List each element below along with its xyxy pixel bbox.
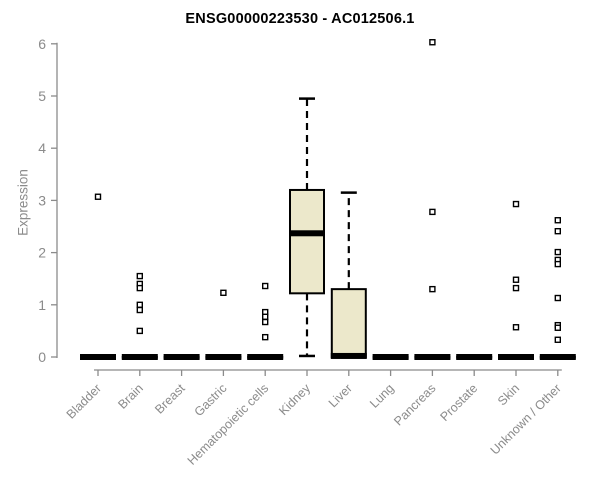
y-tick-label: 0 (38, 349, 46, 365)
box-skin (498, 200, 534, 360)
median-line (456, 354, 493, 360)
outlier-point (512, 284, 520, 292)
chart-title: ENSG00000223530 - AC012506.1 (185, 11, 415, 27)
outlier-point (554, 217, 561, 224)
outlier-point (136, 327, 144, 335)
y-tick-label: 6 (38, 36, 46, 52)
outlier-point (136, 272, 144, 280)
x-tick-label: Breast (152, 381, 188, 417)
outlier-point (512, 276, 520, 283)
box-gastric (205, 289, 242, 360)
outlier-point (94, 193, 102, 200)
box-unknown-other (539, 217, 576, 360)
median-line (121, 354, 158, 360)
y-tick-label: 2 (38, 245, 46, 261)
box-lung (372, 354, 409, 360)
outlier-point (220, 289, 227, 296)
x-tick-label: Kidney (276, 381, 313, 418)
box-prostate (456, 354, 493, 360)
outlier-point (136, 284, 144, 292)
box-pancreas (414, 39, 451, 360)
median-line (247, 354, 284, 360)
median-line (539, 354, 576, 360)
outlier-point (429, 39, 436, 46)
box-breast (163, 354, 200, 360)
outlier-point (136, 306, 144, 314)
iqr-box (289, 188, 325, 295)
x-tick-label: Liver (326, 381, 355, 410)
outlier-point (429, 208, 436, 216)
outlier-point (262, 318, 269, 326)
outlier-point (429, 285, 436, 293)
y-axis: 0 1 2 3 4 5 6 (38, 36, 58, 365)
median-line (205, 354, 242, 360)
box-kidney (289, 97, 325, 358)
median-line (289, 230, 325, 237)
box-hematopoietic-cells (247, 282, 284, 360)
outlier-point (554, 324, 561, 331)
outlier-point (136, 301, 144, 308)
outlier-point (554, 260, 561, 268)
y-tick-label: 3 (38, 192, 46, 208)
box-bladder (80, 193, 116, 360)
outlier-point (262, 313, 269, 321)
median-line (80, 354, 116, 360)
x-tick-label: Hematopoietic cells (185, 381, 272, 468)
outlier-point (512, 324, 520, 331)
outlier-point (554, 294, 561, 302)
median-line (330, 352, 367, 359)
box-brain (121, 272, 158, 360)
x-tick-label: Bladder (64, 381, 104, 421)
x-tick-label: Prostate (437, 381, 480, 424)
x-tick-label: Gastric (192, 381, 230, 419)
iqr-box (330, 288, 367, 359)
x-tick-label: Lung (367, 381, 397, 411)
outlier-point (554, 336, 561, 343)
box-liver (330, 191, 367, 359)
outlier-point (512, 200, 520, 208)
outlier-point (262, 333, 269, 341)
median-line (372, 354, 409, 360)
y-tick-label: 4 (38, 140, 46, 156)
outlier-point (554, 248, 561, 256)
y-axis-label: Expression (15, 169, 31, 236)
median-line (414, 354, 451, 360)
x-tick-label: Brain (115, 381, 146, 412)
outlier-point (554, 227, 561, 235)
y-tick-label: 1 (38, 297, 46, 313)
y-tick-label: 5 (38, 88, 46, 104)
median-line (498, 354, 534, 360)
outlier-point (262, 282, 269, 290)
median-line (163, 354, 200, 360)
x-tick-label: Skin (495, 381, 522, 408)
x-tick-label: Pancreas (391, 381, 438, 428)
x-tick-label: Unknown / Other (488, 381, 564, 457)
